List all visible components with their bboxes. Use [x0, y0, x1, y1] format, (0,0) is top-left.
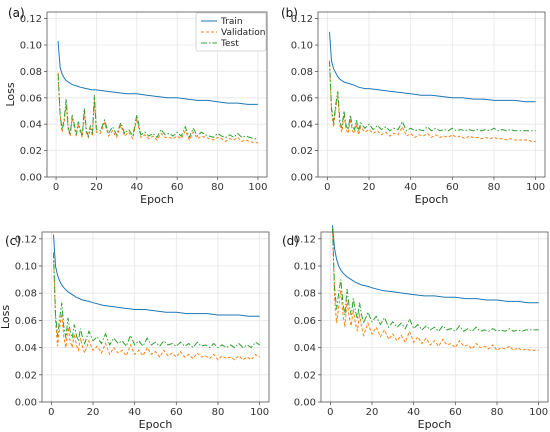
y-tick-label: 0.00 [20, 173, 42, 184]
y-tick-label: 0.08 [15, 289, 37, 300]
x-tick-label: 100 [526, 182, 545, 193]
x-tick-label: 0 [48, 407, 54, 418]
chart-panel-1: (a) 0 20 40 60 80 100 0.00 0.02 0.04 0.06 0.08 0.10 0… [4, 6, 267, 206]
chart-panel-2: (b) 0 20 40 60 80 100 0.00 0.02 0.04 0.06 0.08 0.10 0… [281, 6, 546, 206]
x-tick-label: 100 [250, 407, 269, 418]
plot-frame [317, 11, 546, 178]
x-tick-label: 40 [128, 407, 141, 418]
plot-frame [41, 231, 270, 403]
x-tick-label: 60 [449, 407, 462, 418]
x-axis-label: Epoch [140, 193, 174, 206]
y-tick-label: 0.02 [20, 146, 42, 157]
panel-label: (d) [282, 234, 299, 248]
legend-label: Train [220, 17, 243, 27]
series-line-validation [53, 255, 260, 361]
series-line-test [329, 60, 536, 132]
y-tick-label: 0.12 [15, 234, 37, 245]
y-tick-label: 0.04 [15, 343, 37, 354]
series-line-validation [332, 227, 539, 351]
x-tick-label: 20 [87, 407, 100, 418]
x-tick-label: 60 [446, 182, 459, 193]
x-tick-label: 0 [324, 182, 330, 193]
y-tick-label: 0.12 [294, 234, 316, 245]
plot-frame [320, 231, 549, 403]
x-axis-label: Epoch [415, 193, 449, 206]
x-tick-label: 40 [130, 182, 143, 193]
x-tick-label: 40 [407, 407, 420, 418]
chart-panel-3: (c) 0 20 40 60 80 100 0.00 0.02 0.04 0.06 0.08 0.10 0… [0, 231, 270, 431]
series-line-test [57, 73, 258, 140]
y-tick-label: 0.04 [20, 120, 42, 131]
y-tick-label: 0.08 [291, 67, 313, 78]
series-line-test [53, 252, 260, 349]
y-tick-label: 0.02 [294, 370, 316, 381]
y-tick-label: 0.12 [20, 14, 42, 25]
legend-label: Validation [221, 28, 265, 38]
y-tick-label: 0.10 [20, 41, 42, 52]
x-tick-label: 20 [90, 182, 103, 193]
y-tick-label: 0.02 [291, 146, 313, 157]
y-tick-label: 0.10 [291, 41, 313, 52]
panel-label: (c) [5, 234, 21, 248]
y-axis-label: Loss [4, 82, 17, 106]
panel-label: (a) [8, 6, 25, 20]
y-tick-label: 0.00 [294, 398, 316, 409]
series-line-train [332, 225, 539, 304]
x-tick-label: 60 [170, 407, 183, 418]
series-line-validation [57, 72, 258, 144]
y-tick-label: 0.10 [294, 262, 316, 273]
x-tick-label: 100 [529, 407, 548, 418]
y-tick-label: 0.06 [15, 316, 37, 327]
plot-frame [46, 11, 268, 178]
y-tick-label: 0.08 [20, 67, 42, 78]
x-tick-label: 40 [404, 182, 417, 193]
legend-label: Test [220, 39, 239, 49]
panel-label: (b) [281, 6, 298, 20]
y-tick-label: 0.02 [15, 370, 37, 381]
series-line-train [57, 40, 258, 105]
x-tick-label: 80 [488, 182, 501, 193]
y-axis-label: Loss [0, 305, 12, 329]
x-tick-label: 20 [363, 182, 376, 193]
y-tick-label: 0.10 [15, 262, 37, 273]
x-tick-label: 100 [248, 182, 267, 193]
x-axis-label: Epoch [139, 418, 173, 431]
chart-panel-4: (d) 0 20 40 60 80 100 0.00 0.02 0.04 0.06 0.08 0.10 0… [282, 225, 549, 431]
y-tick-label: 0.06 [294, 316, 316, 327]
series-line-train [53, 234, 260, 317]
x-tick-label: 0 [53, 182, 59, 193]
x-tick-label: 80 [212, 407, 225, 418]
y-tick-label: 0.04 [294, 343, 316, 354]
y-tick-label: 0.08 [294, 289, 316, 300]
series-line-validation [329, 63, 536, 142]
y-tick-label: 0.00 [291, 173, 313, 184]
x-axis-label: Epoch [418, 418, 452, 431]
x-tick-label: 80 [211, 182, 224, 193]
x-tick-label: 60 [171, 182, 184, 193]
y-tick-label: 0.12 [291, 14, 313, 25]
y-tick-label: 0.04 [291, 120, 313, 131]
y-tick-label: 0.06 [291, 93, 313, 104]
series-line-train [329, 31, 536, 103]
series-line-test [332, 227, 539, 333]
legend-box [195, 12, 267, 52]
x-tick-label: 0 [327, 407, 333, 418]
y-tick-label: 0.00 [15, 398, 37, 409]
x-tick-label: 20 [366, 407, 379, 418]
y-tick-label: 0.06 [20, 93, 42, 104]
x-tick-label: 80 [491, 407, 504, 418]
